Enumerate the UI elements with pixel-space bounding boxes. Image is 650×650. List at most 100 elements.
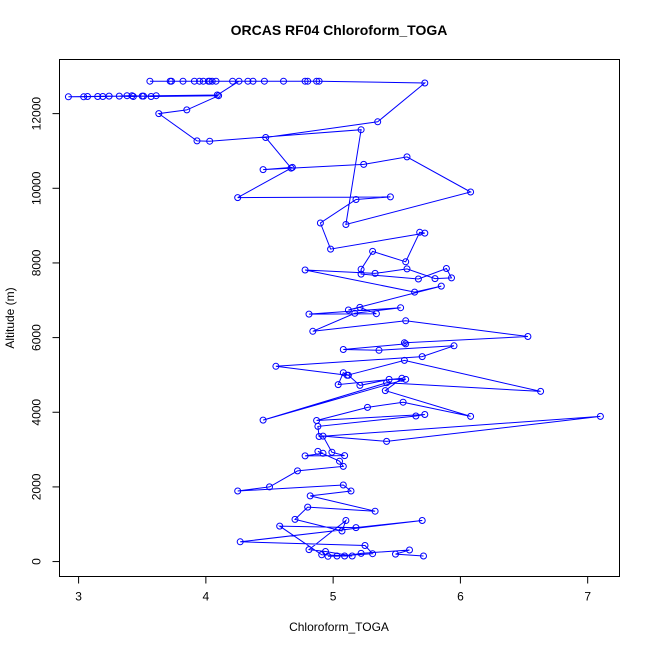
data-point-4 — [341, 552, 349, 560]
data-point-32 — [301, 452, 309, 460]
data-point-26 — [266, 483, 273, 491]
data-point-40 — [412, 412, 420, 420]
data-point-114 — [94, 93, 102, 100]
data-point-54 — [259, 416, 267, 424]
data-point-93 — [386, 193, 394, 201]
data-point-41 — [421, 411, 429, 418]
data-point-117 — [123, 92, 131, 100]
chart-title: ORCAS RF04 Chloroform_TOGA — [231, 22, 448, 38]
data-point-67 — [402, 317, 410, 325]
data-point-31 — [319, 449, 327, 457]
data-point-63 — [339, 346, 347, 353]
data-point-34 — [328, 448, 336, 456]
data-point-118 — [128, 92, 136, 100]
data-point-87 — [402, 258, 410, 266]
data-point-92 — [352, 196, 360, 203]
data-point-146 — [287, 164, 295, 172]
data-point-144 — [374, 118, 382, 126]
data-point-65 — [400, 339, 408, 347]
data-point-97 — [360, 160, 368, 168]
data-point-64 — [402, 340, 410, 348]
data-point-28 — [339, 462, 347, 470]
data-point-88 — [416, 228, 424, 236]
y-tick-label-2: 4000 — [30, 399, 44, 426]
data-point-2 — [406, 546, 413, 554]
x-tick-label-1: 4 — [203, 590, 210, 604]
data-point-71 — [305, 310, 313, 318]
data-point-36 — [383, 437, 391, 445]
data-point-126 — [146, 77, 154, 85]
data-point-140 — [304, 77, 312, 85]
data-point-119 — [140, 92, 147, 100]
data-point-38 — [315, 433, 323, 440]
data-point-51 — [356, 381, 364, 389]
data-point-21 — [371, 507, 379, 515]
data-point-46 — [381, 387, 389, 395]
data-point-128 — [179, 77, 187, 85]
y-tick-label-6: 12000 — [30, 97, 44, 131]
data-point-10 — [418, 517, 426, 524]
data-point-25 — [234, 487, 242, 495]
data-point-85 — [357, 265, 365, 273]
x-axis-label: Chloroform_TOGA — [289, 620, 389, 634]
data-point-78 — [371, 269, 379, 277]
data-point-69 — [351, 309, 359, 317]
data-point-24 — [339, 481, 347, 489]
data-point-116 — [115, 92, 123, 100]
data-point-15 — [322, 548, 329, 555]
data-point-9 — [236, 538, 244, 546]
data-point-74 — [344, 306, 352, 314]
data-point-35 — [319, 432, 327, 440]
data-point-70 — [397, 304, 405, 312]
y-axis-label: Altitude (m) — [3, 287, 17, 348]
data-point-47 — [398, 374, 406, 382]
data-point-124 — [196, 77, 203, 85]
data-point-73 — [356, 303, 364, 311]
data-point-89 — [421, 229, 429, 237]
y-tick-label-5: 10000 — [30, 171, 44, 205]
data-point-91 — [316, 219, 324, 227]
data-point-23 — [347, 487, 355, 495]
data-point-83 — [414, 275, 422, 283]
data-point-33 — [341, 452, 349, 460]
data-point-129 — [190, 77, 198, 85]
data-point-84 — [357, 270, 365, 278]
data-point-62 — [375, 346, 383, 354]
data-point-68 — [309, 327, 317, 335]
series-line — [68, 80, 601, 557]
data-point-60 — [418, 353, 426, 361]
data-point-104 — [155, 110, 163, 118]
data-point-19 — [291, 515, 299, 523]
data-point-113 — [80, 93, 88, 101]
data-point-90 — [327, 245, 335, 253]
data-point-66 — [524, 333, 532, 340]
data-point-135 — [244, 77, 252, 85]
data-point-20 — [304, 503, 312, 511]
data-point-141 — [313, 77, 321, 85]
data-point-121 — [213, 91, 221, 99]
data-point-115 — [99, 93, 107, 100]
data-point-132 — [208, 77, 216, 85]
data-point-111 — [84, 93, 91, 100]
data-point-22 — [306, 492, 314, 500]
data-point-18 — [338, 527, 346, 535]
data-point-145 — [262, 134, 270, 141]
data-point-29 — [336, 457, 343, 465]
y-tick-label-3: 6000 — [30, 324, 44, 351]
data-point-0 — [420, 552, 427, 560]
data-point-7 — [369, 550, 377, 558]
data-point-3 — [357, 549, 365, 557]
data-point-44 — [399, 398, 407, 406]
x-tick-label-0: 3 — [75, 590, 82, 604]
data-point-59 — [272, 362, 280, 370]
data-point-11 — [352, 524, 360, 532]
data-point-1 — [392, 550, 399, 558]
data-point-37 — [596, 412, 604, 420]
data-point-96 — [259, 166, 267, 174]
data-point-94 — [234, 194, 242, 202]
x-tick-label-2: 5 — [330, 590, 337, 604]
data-point-12 — [276, 522, 284, 530]
data-point-42 — [313, 417, 321, 424]
data-point-143 — [421, 79, 429, 87]
data-point-43 — [364, 403, 371, 411]
